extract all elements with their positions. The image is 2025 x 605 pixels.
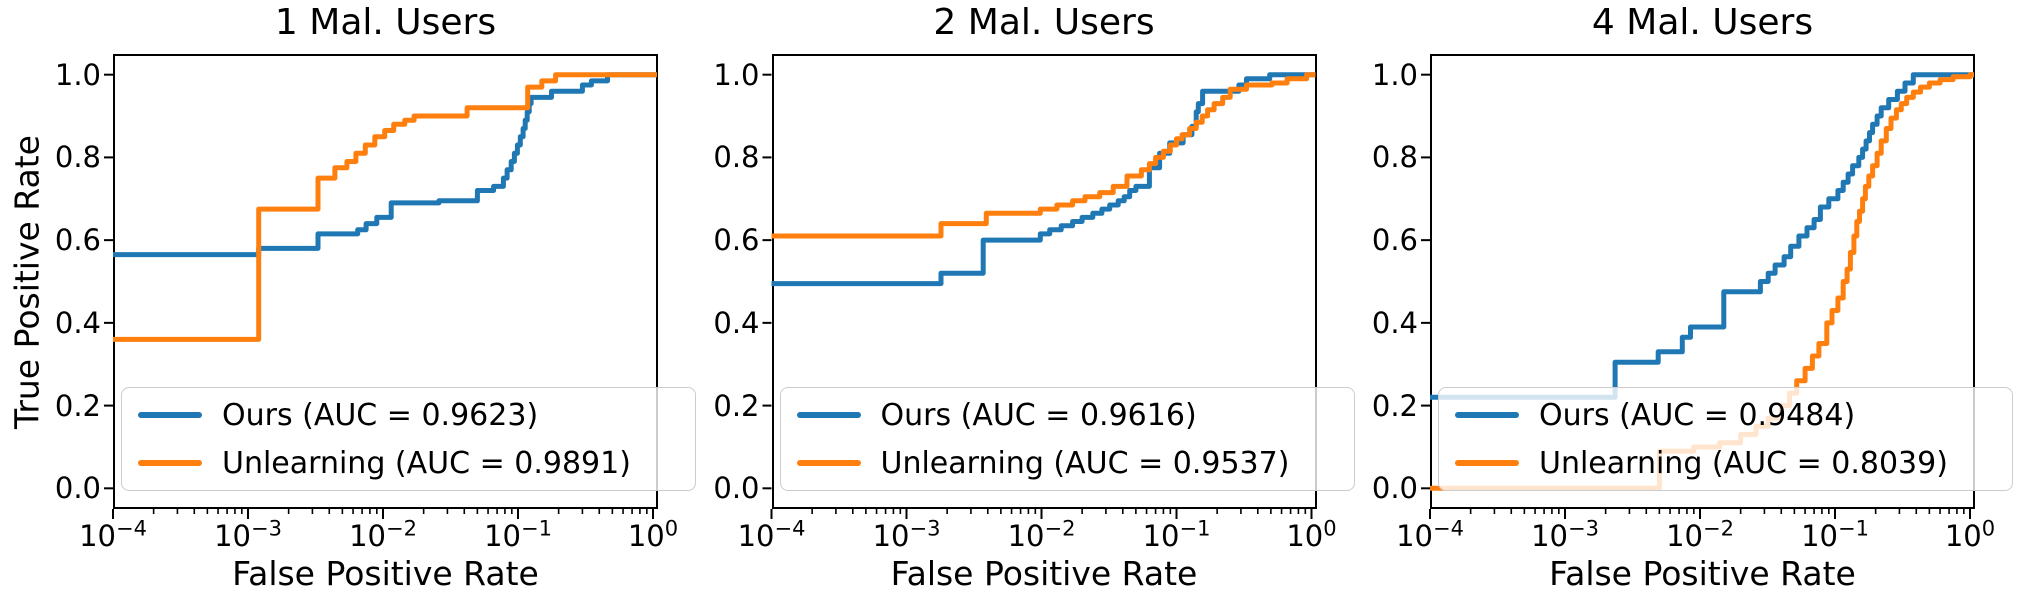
legend-line-ours-icon — [796, 412, 861, 418]
x-tick-label: 10−2 — [1666, 516, 1734, 553]
x-axis-label: False Positive Rate — [890, 554, 1198, 593]
legend-box: Ours (AUC = 0.9616) Unlearning (AUC = 0.9… — [779, 387, 1355, 491]
x-axis-label: False Positive Rate — [1549, 554, 1856, 593]
x-tick-label: 10−4 — [737, 516, 806, 553]
legend-line-unlearning-icon — [138, 460, 202, 466]
legend-entry-unlearning: Unlearning (AUC = 0.9891) — [138, 441, 631, 485]
legend-entry-ours: Ours (AUC = 0.9616) — [796, 393, 1197, 437]
x-tick-label: 10−1 — [484, 516, 552, 553]
legend-label: Unlearning (AUC = 0.9537) — [880, 445, 1290, 481]
y-tick-label: 0.0 — [54, 471, 101, 506]
subplot-1-mal-users: 1 Mal. Users False Positive Rate Ours (A… — [55, 0, 696, 605]
y-tick-label: 0.6 — [54, 223, 101, 258]
subplot-2-mal-users: 2 Mal. Users False Positive Rate Ours (A… — [713, 0, 1355, 605]
x-tick-label: 10−1 — [1142, 516, 1211, 553]
x-tick-label: 10−1 — [1801, 516, 1869, 553]
y-tick-label: 0.6 — [1371, 223, 1418, 258]
y-tick-label: 0.0 — [713, 471, 760, 506]
y-tick-label: 0.2 — [713, 388, 760, 423]
legend-label: Ours (AUC = 0.9484) — [1539, 397, 1856, 433]
y-tick-label: 0.8 — [713, 140, 760, 175]
y-tick-label: 0.2 — [54, 388, 101, 423]
x-tick-label: 100 — [1944, 516, 1996, 553]
y-tick-label: 0.6 — [713, 223, 760, 258]
legend-label: Ours (AUC = 0.9623) — [222, 397, 539, 433]
legend-entry-ours: Ours (AUC = 0.9623) — [138, 393, 538, 437]
legend-line-unlearning-icon — [796, 460, 861, 466]
legend-line-ours-icon — [1455, 412, 1519, 418]
subplot-title: 4 Mal. Users — [1591, 2, 1814, 43]
legend-entry-ours: Ours (AUC = 0.9484) — [1455, 393, 1855, 437]
x-tick-label: 10−4 — [79, 516, 147, 553]
legend-entry-unlearning: Unlearning (AUC = 0.8039) — [1455, 441, 1948, 485]
y-tick-label: 1.0 — [713, 57, 760, 92]
y-tick-label: 1.0 — [54, 57, 101, 92]
x-axis-label: False Positive Rate — [232, 554, 539, 593]
legend-box: Ours (AUC = 0.9623) Unlearning (AUC = 0.9… — [121, 387, 696, 491]
legend-label: Unlearning (AUC = 0.9891) — [222, 445, 631, 481]
x-tick-label: 10−3 — [872, 516, 941, 553]
legend-label: Unlearning (AUC = 0.8039) — [1539, 445, 1948, 481]
x-tick-label: 10−3 — [1531, 516, 1599, 553]
legend-line-unlearning-icon — [1455, 460, 1519, 466]
y-tick-label: 1.0 — [1371, 57, 1418, 92]
legend-label: Ours (AUC = 0.9616) — [880, 397, 1197, 433]
y-tick-label: 0.0 — [1371, 471, 1418, 506]
y-tick-label: 0.4 — [1371, 305, 1418, 340]
subplot-title: 2 Mal. Users — [933, 2, 1155, 43]
legend-box: Ours (AUC = 0.9484) Unlearning (AUC = 0.8… — [1438, 387, 2013, 491]
x-tick-label: 10−2 — [349, 516, 417, 553]
legend-line-ours-icon — [138, 412, 202, 418]
y-tick-label: 0.4 — [54, 305, 101, 340]
legend-entry-unlearning: Unlearning (AUC = 0.9537) — [796, 441, 1290, 485]
x-tick-label: 10−2 — [1007, 516, 1076, 553]
x-tick-label: 10−3 — [214, 516, 282, 553]
subplot-4-mal-users: 4 Mal. Users False Positive Rate Ours (A… — [1372, 0, 2013, 605]
y-tick-label: 0.8 — [54, 140, 101, 175]
subplot-title: 1 Mal. Users — [274, 2, 497, 43]
x-tick-label: 100 — [627, 516, 679, 553]
y-tick-label: 0.2 — [1371, 388, 1418, 423]
x-tick-label: 100 — [1286, 516, 1337, 553]
y-tick-label: 0.8 — [1371, 140, 1418, 175]
y-tick-label: 0.4 — [713, 305, 760, 340]
x-tick-label: 10−4 — [1396, 516, 1464, 553]
